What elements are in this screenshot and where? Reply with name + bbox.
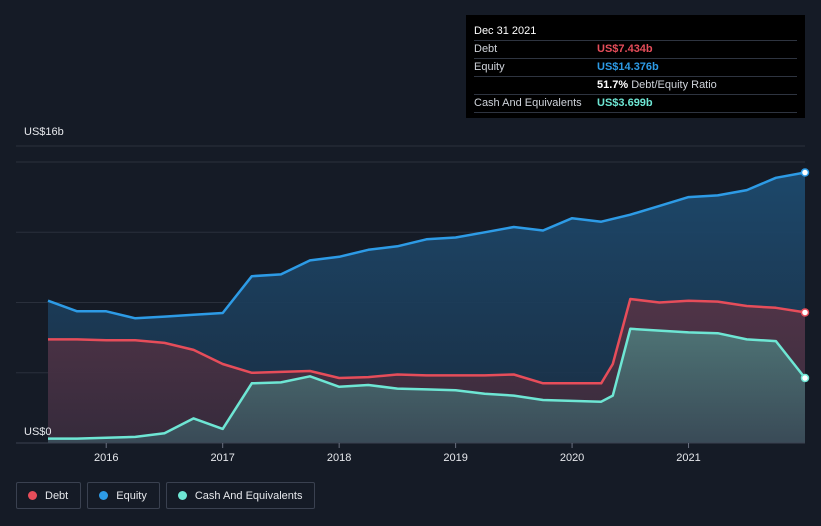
legend-item-equity[interactable]: Equity bbox=[87, 482, 160, 509]
legend-item-debt[interactable]: Debt bbox=[16, 482, 82, 509]
series-line-0 bbox=[47, 171, 806, 320]
x-axis: 2016 2017 2018 2019 2020 2021 bbox=[16, 442, 805, 464]
tooltip-ratio-caption: Debt/Equity Ratio bbox=[631, 79, 717, 91]
series-line-1 bbox=[48, 297, 806, 385]
tooltip-ratio-label bbox=[474, 77, 597, 94]
series-areas bbox=[48, 172, 805, 443]
tooltip-debt-label: Debt bbox=[474, 43, 498, 55]
tooltip-row-ratio: 51.7% Debt/Equity Ratio bbox=[474, 76, 797, 94]
legend-equity-label: Equity bbox=[116, 489, 147, 502]
endpoint-0 bbox=[800, 168, 810, 177]
area-2 bbox=[48, 328, 805, 443]
tooltip-row-debt: Debt US$7.434b bbox=[474, 40, 797, 58]
tooltip-panel: Dec 31 2021 Debt US$7.434b Equity US$14.… bbox=[466, 15, 805, 118]
equity-dot-icon bbox=[99, 491, 109, 500]
series-line-2 bbox=[48, 327, 806, 440]
endpoint-2 bbox=[800, 373, 810, 383]
y-tick-label-top: US$16b bbox=[24, 126, 64, 138]
legend-item-cash[interactable]: Cash And Equivalents bbox=[165, 482, 316, 509]
x-tick-label-4: 2020 bbox=[560, 452, 584, 464]
y-tick-label-zero: US$0 bbox=[24, 426, 52, 438]
tooltip-debt-value: US$7.434b bbox=[597, 43, 653, 55]
series-endpoints bbox=[800, 168, 810, 383]
legend-debt-label: Debt bbox=[45, 489, 69, 502]
y-axis: US$16b US$0 bbox=[24, 126, 64, 438]
series-lines bbox=[47, 171, 806, 440]
tooltip-equity-label: Equity bbox=[474, 61, 505, 73]
x-tick-label-0: 2016 bbox=[94, 452, 118, 464]
tooltip-date: Dec 31 2021 bbox=[474, 25, 537, 37]
x-tick-label-2: 2018 bbox=[327, 452, 351, 464]
legend-cash-label: Cash And Equivalents bbox=[194, 489, 303, 502]
tooltip-equity-value: US$14.376b bbox=[597, 61, 659, 73]
tooltip-ratio-value: 51.7% bbox=[597, 79, 629, 91]
endpoint-1 bbox=[800, 308, 810, 317]
cash-dot-icon bbox=[177, 491, 187, 500]
tooltip-row-equity: Equity US$14.376b bbox=[474, 58, 797, 76]
debt-dot-icon bbox=[28, 491, 37, 500]
tooltip-row-cash: Cash And Equivalents US$3.699b bbox=[474, 94, 797, 113]
chart-legend: Debt Equity Cash And Equivalents bbox=[16, 482, 316, 509]
x-tick-label-1: 2017 bbox=[210, 452, 234, 464]
x-tick-label-5: 2021 bbox=[676, 452, 700, 464]
x-tick-label-3: 2019 bbox=[443, 452, 467, 464]
tooltip-cash-value: US$3.699b bbox=[597, 97, 653, 109]
tooltip-cash-label: Cash And Equivalents bbox=[474, 97, 582, 109]
